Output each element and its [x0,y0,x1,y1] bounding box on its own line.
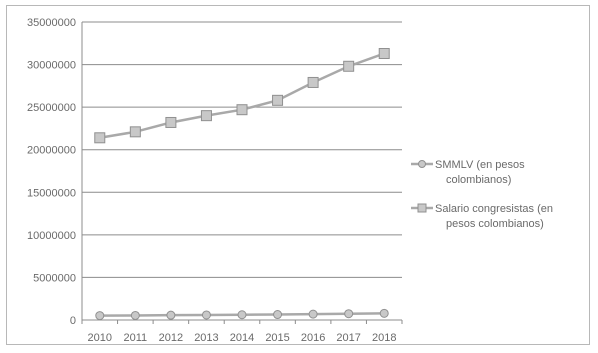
data-point [344,309,354,319]
data-point [273,310,283,320]
legend-label: Salario congresistas (en [435,203,553,215]
legend-marker-square [417,203,427,213]
data-point [165,116,177,128]
x-tick-label: 2017 [336,332,360,344]
y-tick-label: 15000000 [27,187,76,199]
series-salario-congresistas [94,48,390,144]
y-tick-label: 20000000 [27,145,76,157]
legend-label: colombianos) [446,174,511,186]
y-axis-tick-labels: 0 5000000 10000000 15000000 20000000 25000000… [27,17,76,327]
legend-label: SMMLV (en pesos [435,159,525,171]
gridlines [82,21,402,278]
data-point [94,132,106,144]
data-point [200,110,212,122]
series-smmlv [95,308,389,321]
x-tick-label: 2015 [265,332,289,344]
x-tick-label: 2016 [301,332,325,344]
data-point [166,310,176,320]
y-tick-label: 10000000 [27,230,76,242]
data-point [95,311,105,321]
x-tick-label: 2011 [124,332,148,344]
legend-marker-circle [418,160,426,168]
y-tick-label: 35000000 [27,17,76,29]
line-chart: 0 5000000 10000000 15000000 20000000 25000000… [27,17,553,344]
y-tick-label: 0 [70,315,76,327]
axes [81,22,403,324]
data-point [343,60,355,72]
legend-label: pesos colombianos) [446,218,544,230]
legend-entry: Salario congresistas (en pesos colombiano… [411,203,553,230]
x-axis-tick-labels: 2010 2011 2012 2013 2014 2015 2016 2017 2018 [88,332,397,344]
chart-area: 0 5000000 10000000 15000000 20000000 25000000… [6,5,590,345]
data-point [378,48,390,60]
x-tick-label: 2018 [372,332,396,344]
series-lines [94,48,390,321]
data-point [130,310,140,320]
y-tick-label: 30000000 [27,60,76,72]
x-tick-label: 2013 [194,332,218,344]
x-tick-label: 2014 [230,332,254,344]
data-point [201,310,211,320]
legend: SMMLV (en pesos colombianos) Salario congr… [411,159,553,230]
legend-entry: SMMLV (en pesos colombianos) [411,159,525,186]
data-point [307,76,319,88]
x-tick-label: 2012 [159,332,183,344]
series-line [99,52,385,140]
data-point [272,94,284,106]
data-point [129,126,141,138]
y-tick-label: 25000000 [27,102,76,114]
data-point [308,309,318,319]
data-point [236,104,248,116]
y-tick-label: 5000000 [33,272,76,284]
x-tick-label: 2010 [88,332,112,344]
data-point [237,310,247,320]
data-point [379,308,389,318]
